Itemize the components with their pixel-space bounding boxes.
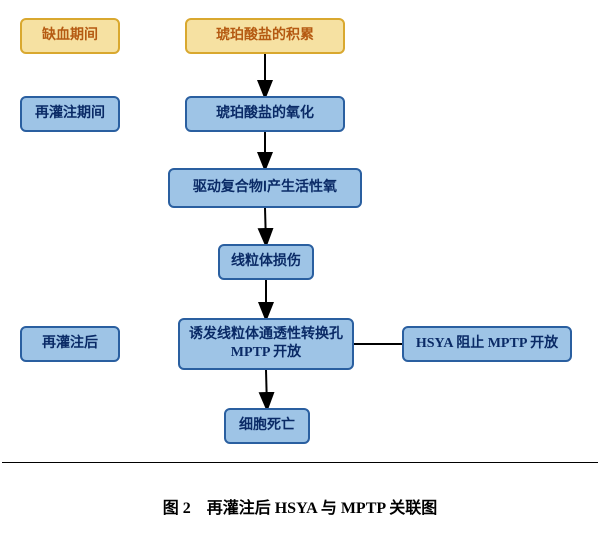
text: 细胞死亡 [239, 417, 295, 435]
phase-label-reperfusion: 再灌注期间 [20, 96, 120, 132]
step-succinate-oxidation: 琥珀酸盐的氧化 [185, 96, 345, 132]
step-complex-i-ros: 驱动复合物Ⅰ产生活性氧 [168, 168, 362, 208]
figure-caption: 图 2 再灌注后 HSYA 与 MPTP 关联图 [0, 494, 600, 518]
hsya-blocks-mptp: HSYA 阻止 MPTP 开放 [402, 326, 572, 362]
text: 琥珀酸盐的氧化 [216, 105, 314, 123]
text: HSYA 阻止 MPTP 开放 [416, 335, 558, 353]
text: 缺血期间 [42, 27, 98, 45]
step-cell-death: 细胞死亡 [224, 408, 310, 444]
text: 再灌注期间 [35, 105, 105, 123]
diagram-canvas: 缺血期间 琥珀酸盐的积累 再灌注期间 琥珀酸盐的氧化 驱动复合物Ⅰ产生活性氧 线… [0, 0, 600, 546]
text: 驱动复合物Ⅰ产生活性氧 [193, 179, 337, 197]
phase-label-ischemia: 缺血期间 [20, 18, 120, 54]
text: 琥珀酸盐的积累 [216, 27, 314, 45]
step-mitochondrial-damage: 线粒体损伤 [218, 244, 314, 280]
step-mptp-opening: 诱发线粒体通透性转换孔 MPTP 开放 [178, 318, 354, 370]
step-succinate-accumulation: 琥珀酸盐的积累 [185, 18, 345, 54]
text: 线粒体损伤 [231, 253, 301, 271]
caption-text: 图 2 再灌注后 HSYA 与 MPTP 关联图 [163, 500, 438, 517]
text: 再灌注后 [42, 335, 98, 353]
divider-rule [2, 462, 598, 463]
phase-label-post-reperfusion: 再灌注后 [20, 326, 120, 362]
text: 诱发线粒体通透性转换孔 MPTP 开放 [186, 326, 346, 362]
